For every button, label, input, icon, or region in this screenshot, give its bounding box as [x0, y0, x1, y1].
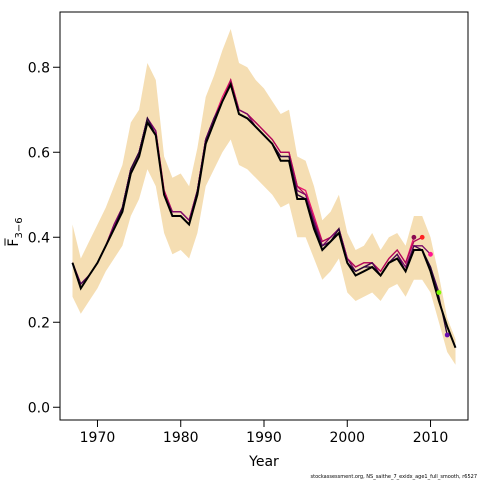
retro-end-point [419, 234, 425, 240]
y-tick-label: 0.4 [28, 230, 50, 246]
confidence-band [72, 29, 456, 365]
y-axis-title-subscript: 3−6 [14, 217, 25, 238]
y-axis: 0.0 0.2 0.4 0.6 0.8 [28, 60, 60, 416]
retro-end-point [411, 234, 417, 240]
x-tick-label: 2000 [329, 430, 365, 446]
y-axis-title-group: F̅3−6 [4, 217, 25, 246]
y-tick-label: 0.6 [28, 145, 50, 161]
x-tick-label: 1970 [80, 430, 116, 446]
y-axis-title-main: F̅ [4, 238, 22, 247]
confidence-band-layer [72, 29, 456, 365]
footnote: stockassessment.org, NS_saithe_7_exidx_a… [311, 474, 478, 480]
y-tick-label: 0.2 [28, 315, 50, 331]
y-axis-title: F̅3−6 [4, 217, 25, 246]
final-estimate-line [71, 81, 457, 349]
x-tick-label: 1990 [246, 430, 282, 446]
retro-points-layer [411, 234, 450, 338]
x-tick-label: 2010 [413, 430, 449, 446]
y-tick-label: 0.0 [28, 400, 50, 416]
series-layer [71, 77, 457, 349]
retro-end-point [444, 332, 450, 338]
x-axis-title: Year [248, 454, 279, 470]
y-tick-label: 0.8 [28, 60, 50, 76]
retro-end-point [436, 290, 442, 295]
retro-end-point [428, 251, 433, 257]
x-tick-label: 1980 [163, 430, 199, 446]
x-axis: 1970 1980 1990 2000 2010 [80, 420, 449, 446]
